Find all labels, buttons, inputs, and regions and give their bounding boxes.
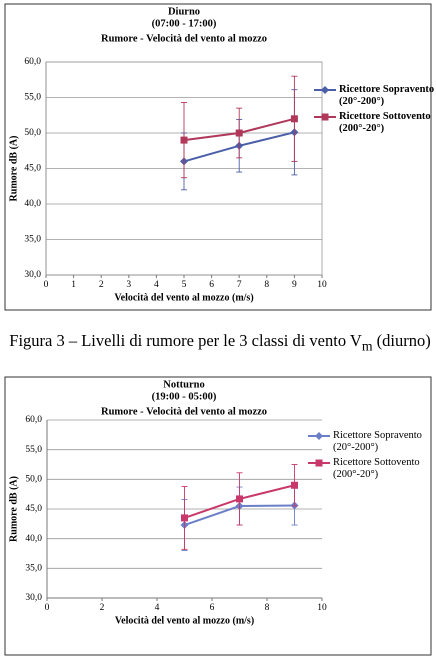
chart-subtitle: (19:00 - 05:00)	[152, 391, 217, 402]
caption-subscript: m	[361, 338, 373, 354]
caption-tail: (diurno)	[372, 331, 431, 350]
chart-title: Notturno	[163, 379, 204, 390]
legend-marker	[321, 86, 329, 94]
x-tick-label: 10	[317, 280, 327, 290]
x-tick-label: 0	[45, 603, 50, 613]
legend-entry: Ricettore Sopravento (20°-200°)	[333, 430, 422, 453]
y-tick-label: 45,0	[25, 504, 42, 514]
x-tick-label: 6	[210, 603, 215, 613]
chart-frame	[4, 376, 432, 656]
x-tick-label: 4	[154, 280, 159, 290]
x-tick-label: 1	[71, 280, 76, 290]
y-tick-label: 30,0	[25, 593, 42, 603]
marker	[236, 495, 243, 503]
x-tick-label: 8	[265, 603, 270, 613]
chart-subtitle: (07:00 - 17:00)	[152, 18, 217, 29]
marker	[181, 514, 188, 522]
y-tick-label: 60,0	[24, 57, 41, 67]
marker	[180, 136, 188, 144]
legend-entry: Ricettore Sottovento (200°-20°)	[339, 111, 431, 134]
legend-label: Ricettore Sopravento (20°-200°)	[333, 430, 422, 453]
x-tick-label: 3	[126, 280, 131, 290]
x-tick-label: 2	[100, 603, 105, 613]
y-axis-label: Rumore dB (A)	[8, 136, 19, 202]
x-tick-label: 2	[99, 280, 104, 290]
x-tick-label: 10	[317, 603, 327, 613]
y-tick-label: 40,0	[24, 199, 41, 209]
x-tick-label: 5	[182, 280, 187, 290]
y-tick-label: 45,0	[24, 164, 41, 174]
caption-text: Figura 3 – Livelli di rumore per le 3 cl…	[9, 331, 362, 350]
x-tick-label: 4	[155, 603, 160, 613]
marker	[291, 481, 298, 489]
legend-entry: Ricettore Sopravento (20°-200°)	[339, 84, 435, 107]
chart-heading: Rumore - Velocità del vento al mozzo	[101, 406, 267, 417]
y-tick-label: 50,0	[25, 475, 42, 485]
y-tick-label: 40,0	[25, 534, 42, 544]
legend-label: Ricettore Sopravento (20°-200°)	[339, 84, 435, 107]
chart-frame	[4, 3, 432, 311]
caption: Figura 3 – Livelli di rumore per le 3 cl…	[0, 331, 436, 354]
x-tick-label: 9	[292, 280, 297, 290]
legend-marker	[321, 113, 329, 121]
x-tick-label: 6	[209, 280, 214, 290]
y-tick-label: 55,0	[24, 93, 41, 103]
legend-label: Ricettore Sottovento (200°-20°)	[333, 457, 420, 480]
x-axis-label: Velocità del vento al mozzo (m/s)	[114, 292, 253, 303]
legend-marker	[315, 432, 323, 440]
y-axis-label: Rumore dB (A)	[8, 476, 19, 542]
y-tick-label: 30,0	[24, 270, 41, 280]
legend-label: Ricettore Sottovento (200°-20°)	[339, 111, 431, 134]
marker	[235, 129, 243, 137]
x-tick-label: 0	[44, 280, 49, 290]
legend-entry: Ricettore Sottovento (200°-20°)	[333, 457, 420, 480]
x-tick-label: 7	[237, 280, 242, 290]
y-tick-label: 50,0	[24, 128, 41, 138]
y-tick-label: 35,0	[24, 235, 41, 245]
y-tick-label: 60,0	[25, 415, 42, 425]
chart-heading: Rumore - Velocità del vento al mozzo	[101, 33, 267, 44]
marker	[290, 115, 298, 123]
x-tick-label: 8	[264, 280, 269, 290]
x-axis-label: Velocità del vento al mozzo (m/s)	[115, 615, 254, 626]
y-tick-label: 55,0	[25, 445, 42, 455]
y-tick-label: 35,0	[25, 564, 42, 574]
chart-title: Diurno	[168, 6, 200, 17]
legend-marker	[315, 459, 323, 467]
